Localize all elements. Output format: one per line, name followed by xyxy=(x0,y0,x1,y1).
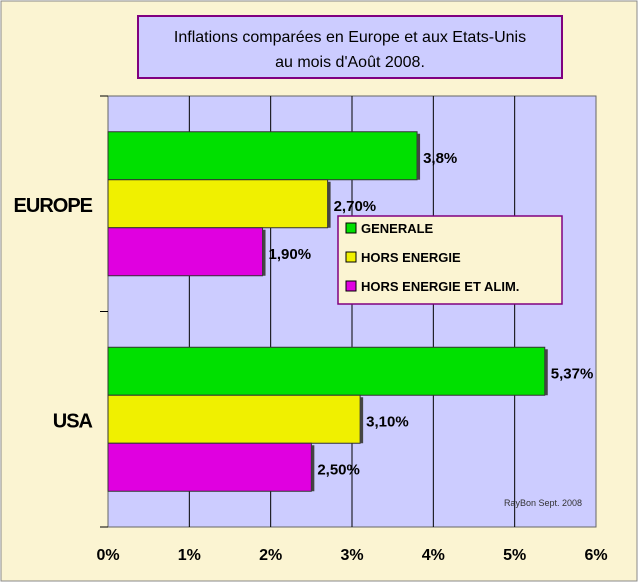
category-label: USA xyxy=(53,410,93,432)
data-label: 2,50% xyxy=(317,461,360,478)
data-label: 3,10% xyxy=(366,413,409,430)
legend-label: HORS ENERGIE ET ALIM. xyxy=(361,279,519,294)
data-label: 1,90% xyxy=(269,246,312,263)
chart-title-line2: au mois d'Août 2008. xyxy=(275,54,425,71)
legend-swatch xyxy=(345,251,357,263)
bar-hors-energie-europe xyxy=(107,179,329,229)
bar-shadow xyxy=(544,349,548,396)
data-label: 2,70% xyxy=(334,198,377,215)
legend-swatch xyxy=(345,222,357,234)
credit-annotation: RayBon Sept. 2008 xyxy=(504,498,582,508)
bar-shadow xyxy=(262,229,266,276)
bar-generale-usa xyxy=(107,346,546,396)
legend-swatch xyxy=(345,280,357,292)
bar-hors-energie-usa xyxy=(107,394,361,444)
x-tick-label: 6% xyxy=(584,547,607,564)
bar-shadow xyxy=(417,133,421,180)
x-tick-label: 1% xyxy=(178,547,201,564)
bar-hors-energie-et-alim--usa xyxy=(107,442,312,492)
bar-generale-europe xyxy=(107,131,418,181)
bar-shadow xyxy=(311,445,315,492)
x-tick-label: 2% xyxy=(259,547,282,564)
x-tick-label: 4% xyxy=(422,547,445,564)
data-label: 5,37% xyxy=(551,365,594,382)
x-tick-label: 0% xyxy=(96,547,119,564)
bar-shadow xyxy=(327,181,331,228)
legend-label: GENERALE xyxy=(361,221,434,236)
x-tick-label: 5% xyxy=(503,547,526,564)
legend: GENERALE HORS ENERGIE HORS ENERGIE ET ALIM… xyxy=(337,215,563,305)
data-label: 3,8% xyxy=(423,150,457,167)
category-label: EUROPE xyxy=(14,195,93,217)
bar-hors-energie-et-alim--europe xyxy=(107,227,264,277)
bar-shadow xyxy=(360,397,364,444)
legend-label: HORS ENERGIE xyxy=(361,250,461,265)
legend-box xyxy=(337,215,563,305)
x-tick-label: 3% xyxy=(340,547,363,564)
title-box xyxy=(137,15,563,79)
chart-title-line1: Inflations comparées en Europe et aux Et… xyxy=(174,29,526,46)
